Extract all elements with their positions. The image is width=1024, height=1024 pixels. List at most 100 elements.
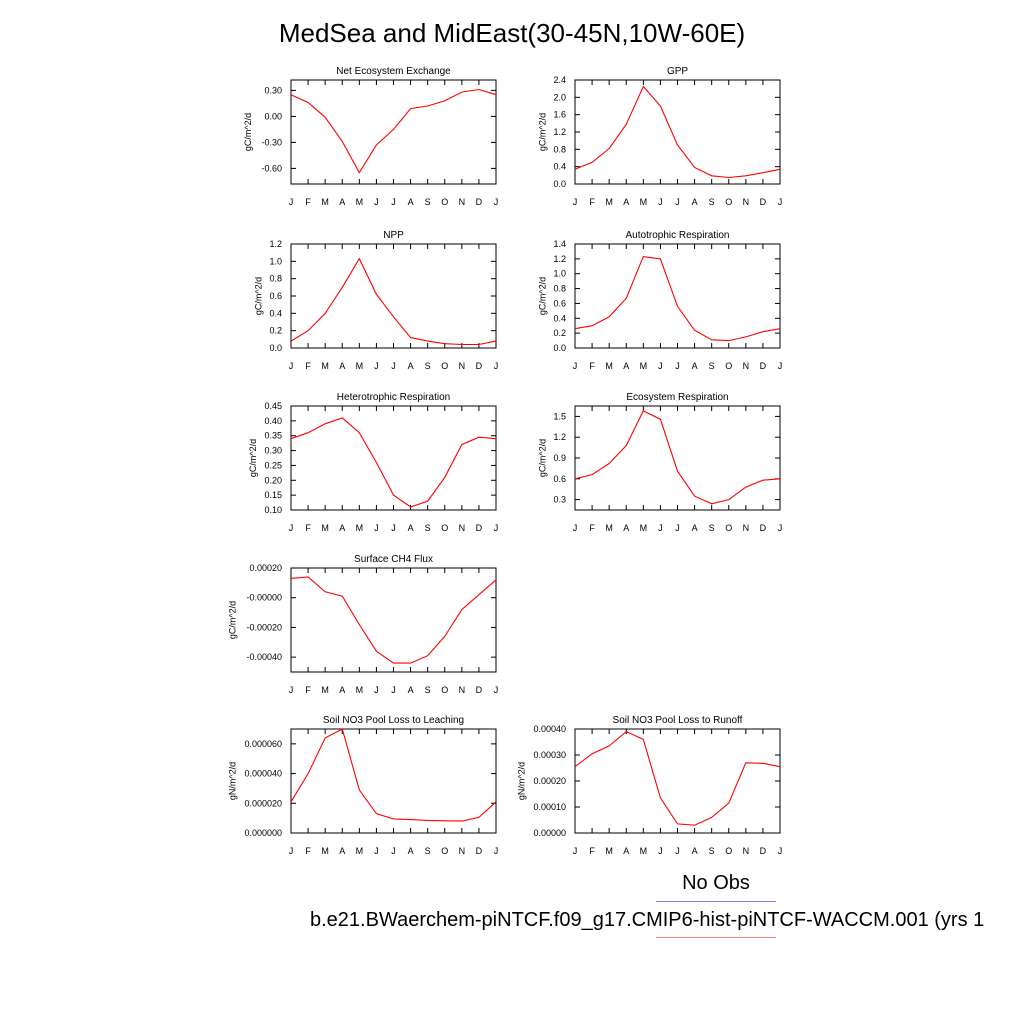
x-tick-label: J (658, 197, 663, 207)
x-tick-label: A (339, 685, 345, 695)
x-tick-label: J (494, 197, 499, 207)
y-tick-label: 1.6 (553, 110, 566, 120)
x-tick-label: D (760, 361, 767, 371)
x-tick-label: F (589, 846, 595, 856)
x-tick-label: F (305, 523, 311, 533)
x-tick-label: M (605, 361, 613, 371)
x-tick-label: D (476, 197, 483, 207)
x-tick-label: A (408, 523, 414, 533)
series-line (574, 85, 781, 179)
plot-frame (574, 405, 781, 511)
y-tick-label: 1.5 (553, 411, 566, 421)
x-tick-label: J (778, 361, 783, 371)
x-tick-label: M (356, 523, 364, 533)
legend-model-label: b.e21.BWaerchem-piNTCF.f09_g17.CMIP6-his… (310, 909, 985, 931)
y-axis-label: gC/m^2/d (537, 277, 547, 315)
x-tick-label: M (321, 361, 329, 371)
x-tick-label: D (760, 846, 767, 856)
y-tick-label: 0.000060 (244, 739, 282, 749)
x-tick-label: A (623, 523, 629, 533)
x-tick-label: A (408, 685, 414, 695)
x-tick-label: D (476, 523, 483, 533)
x-tick-label: J (573, 523, 578, 533)
x-tick-label: J (289, 846, 294, 856)
x-tick-label: F (305, 846, 311, 856)
x-tick-label: O (441, 197, 448, 207)
y-tick-label: 0.00020 (249, 563, 282, 573)
y-tick-label: 0.000000 (244, 828, 282, 838)
x-tick-label: N (459, 361, 466, 371)
legend-obs-line (656, 901, 776, 902)
x-tick-label: O (725, 523, 732, 533)
x-tick-label: J (289, 523, 294, 533)
x-tick-label: A (339, 197, 345, 207)
y-tick-label: 0.000020 (244, 798, 282, 808)
y-tick-label: 0.000040 (244, 769, 282, 779)
y-tick-label: 0.35 (264, 431, 282, 441)
y-tick-label: -0.60 (261, 163, 282, 173)
x-tick-label: O (725, 361, 732, 371)
x-tick-label: N (459, 846, 466, 856)
y-tick-label: 1.2 (553, 127, 566, 137)
x-tick-label: A (692, 846, 698, 856)
x-tick-label: S (709, 846, 715, 856)
x-tick-label: J (374, 197, 379, 207)
x-tick-label: J (494, 361, 499, 371)
panel-title: Soil NO3 Pool Loss to Leaching (323, 715, 464, 726)
y-tick-label: 0.9 (553, 453, 566, 463)
panel-title: Soil NO3 Pool Loss to Runoff (613, 715, 743, 726)
x-tick-label: M (356, 685, 364, 695)
x-tick-label: M (356, 361, 364, 371)
series-line (574, 730, 781, 826)
y-tick-label: 1.0 (553, 269, 566, 279)
y-tick-label: 0.2 (553, 328, 566, 338)
y-tick-label: 0.15 (264, 490, 282, 500)
y-tick-label: 0.30 (264, 446, 282, 456)
x-tick-label: J (573, 197, 578, 207)
y-tick-label: 0.2 (269, 326, 282, 336)
x-tick-label: F (589, 361, 595, 371)
y-tick-label: 0.6 (269, 291, 282, 301)
y-tick-label: 0.6 (553, 298, 566, 308)
x-tick-label: J (658, 523, 663, 533)
series-line (290, 417, 497, 508)
y-tick-label: 0.00040 (533, 724, 566, 734)
x-tick-label: O (441, 685, 448, 695)
series-line (290, 576, 497, 664)
x-tick-label: J (675, 361, 680, 371)
plot-frame (574, 79, 781, 185)
x-tick-label: A (339, 846, 345, 856)
y-tick-label: 1.2 (553, 254, 566, 264)
x-tick-label: S (425, 685, 431, 695)
x-tick-label: J (658, 846, 663, 856)
x-tick-label: J (573, 846, 578, 856)
x-tick-label: S (709, 197, 715, 207)
y-tick-label: -0.30 (261, 137, 282, 147)
x-tick-label: O (441, 846, 448, 856)
x-tick-label: J (391, 361, 396, 371)
y-axis-label: gN/m^2/d (517, 762, 527, 800)
x-tick-label: D (476, 846, 483, 856)
x-tick-label: A (339, 361, 345, 371)
x-tick-label: J (391, 197, 396, 207)
x-tick-label: S (425, 523, 431, 533)
y-tick-label: 0.8 (269, 274, 282, 284)
y-axis-label: gC/m^2/d (227, 601, 237, 639)
x-tick-label: N (459, 685, 466, 695)
x-tick-label: J (494, 523, 499, 533)
x-tick-label: M (640, 846, 648, 856)
x-tick-label: F (305, 361, 311, 371)
x-tick-label: O (725, 846, 732, 856)
x-tick-label: J (573, 361, 578, 371)
x-tick-label: F (589, 523, 595, 533)
x-tick-label: F (305, 685, 311, 695)
series-line (290, 728, 497, 822)
x-tick-label: J (494, 846, 499, 856)
